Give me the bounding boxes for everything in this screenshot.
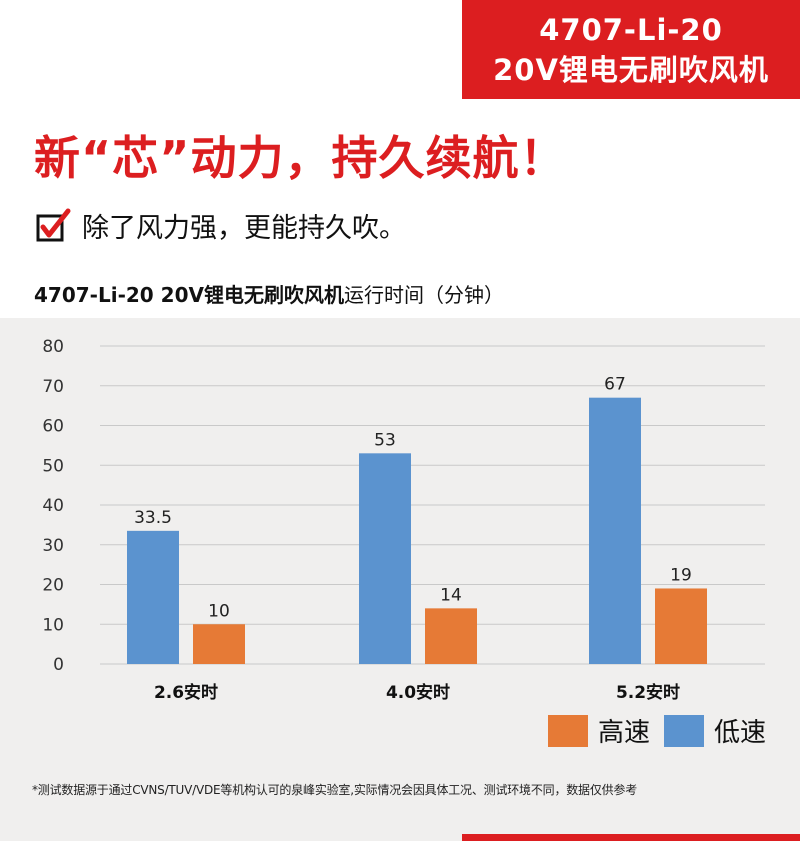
model-banner: 4707-Li-20 20V锂电无刷吹风机 bbox=[462, 0, 800, 99]
bar bbox=[359, 453, 411, 664]
bar-value-label: 19 bbox=[670, 565, 692, 585]
footer-accent-bar bbox=[462, 834, 800, 841]
y-tick-label: 80 bbox=[42, 337, 64, 357]
bar bbox=[655, 588, 707, 664]
y-tick-label: 60 bbox=[42, 417, 64, 437]
checkmark-icon bbox=[36, 208, 72, 244]
x-category-label: 4.0安时 bbox=[386, 682, 450, 703]
y-tick-label: 20 bbox=[42, 576, 64, 596]
bar-value-label: 33.5 bbox=[134, 508, 172, 528]
y-tick-label: 30 bbox=[42, 536, 64, 556]
bar bbox=[425, 608, 477, 664]
banner-model-number: 4707-Li-20 bbox=[539, 12, 723, 47]
legend-item-low-speed: 低速 bbox=[664, 712, 766, 749]
y-tick-label: 40 bbox=[42, 496, 64, 516]
y-tick-label: 0 bbox=[53, 655, 64, 675]
x-category-label: 2.6安时 bbox=[154, 682, 218, 703]
legend-swatch-low-speed bbox=[664, 714, 705, 747]
y-tick-label: 70 bbox=[42, 377, 64, 397]
subheading-row: 除了风力强，更能持久吹。 bbox=[36, 206, 406, 245]
subheading-text: 除了风力强，更能持久吹。 bbox=[82, 213, 406, 244]
bar bbox=[589, 397, 641, 664]
chart-title-metric: 运行时间（分钟） bbox=[343, 283, 504, 307]
legend-label-low-speed: 低速 bbox=[714, 718, 767, 748]
footnote: *测试数据源于通过CVNS/TUV/VDE等机构认可的泉峰实验室,实际情况会因具… bbox=[32, 783, 638, 797]
headline: 新“芯”动力，持久续航！ bbox=[34, 131, 567, 185]
runtime-bar-chart: 0 10 20 30 40 50 60 70 80 33.5 10 2.6安时 53 14 4.0安时 67 1… bbox=[42, 337, 765, 703]
x-category-label: 5.2安时 bbox=[616, 682, 680, 703]
legend-swatch-high-speed bbox=[548, 714, 588, 747]
bar bbox=[127, 530, 179, 664]
bar-value-label: 14 bbox=[440, 585, 462, 605]
y-tick-label: 50 bbox=[42, 456, 64, 476]
legend-label-high-speed: 高速 bbox=[598, 718, 651, 748]
chart-title-product: 4707-Li-20 20V锂电无刷吹风机 bbox=[34, 283, 344, 307]
bar-value-label: 67 bbox=[604, 375, 626, 395]
banner-product-name: 20V锂电无刷吹风机 bbox=[493, 52, 769, 87]
bar bbox=[193, 624, 245, 664]
bar-value-label: 53 bbox=[374, 430, 396, 450]
y-tick-label: 10 bbox=[42, 615, 64, 635]
chart-legend: 高速 低速 bbox=[548, 712, 780, 749]
chart-title: 4707-Li-20 20V锂电无刷吹风机运行时间（分钟） bbox=[34, 279, 504, 308]
bar-value-label: 10 bbox=[208, 601, 230, 621]
legend-item-high-speed: 高速 bbox=[548, 712, 650, 749]
